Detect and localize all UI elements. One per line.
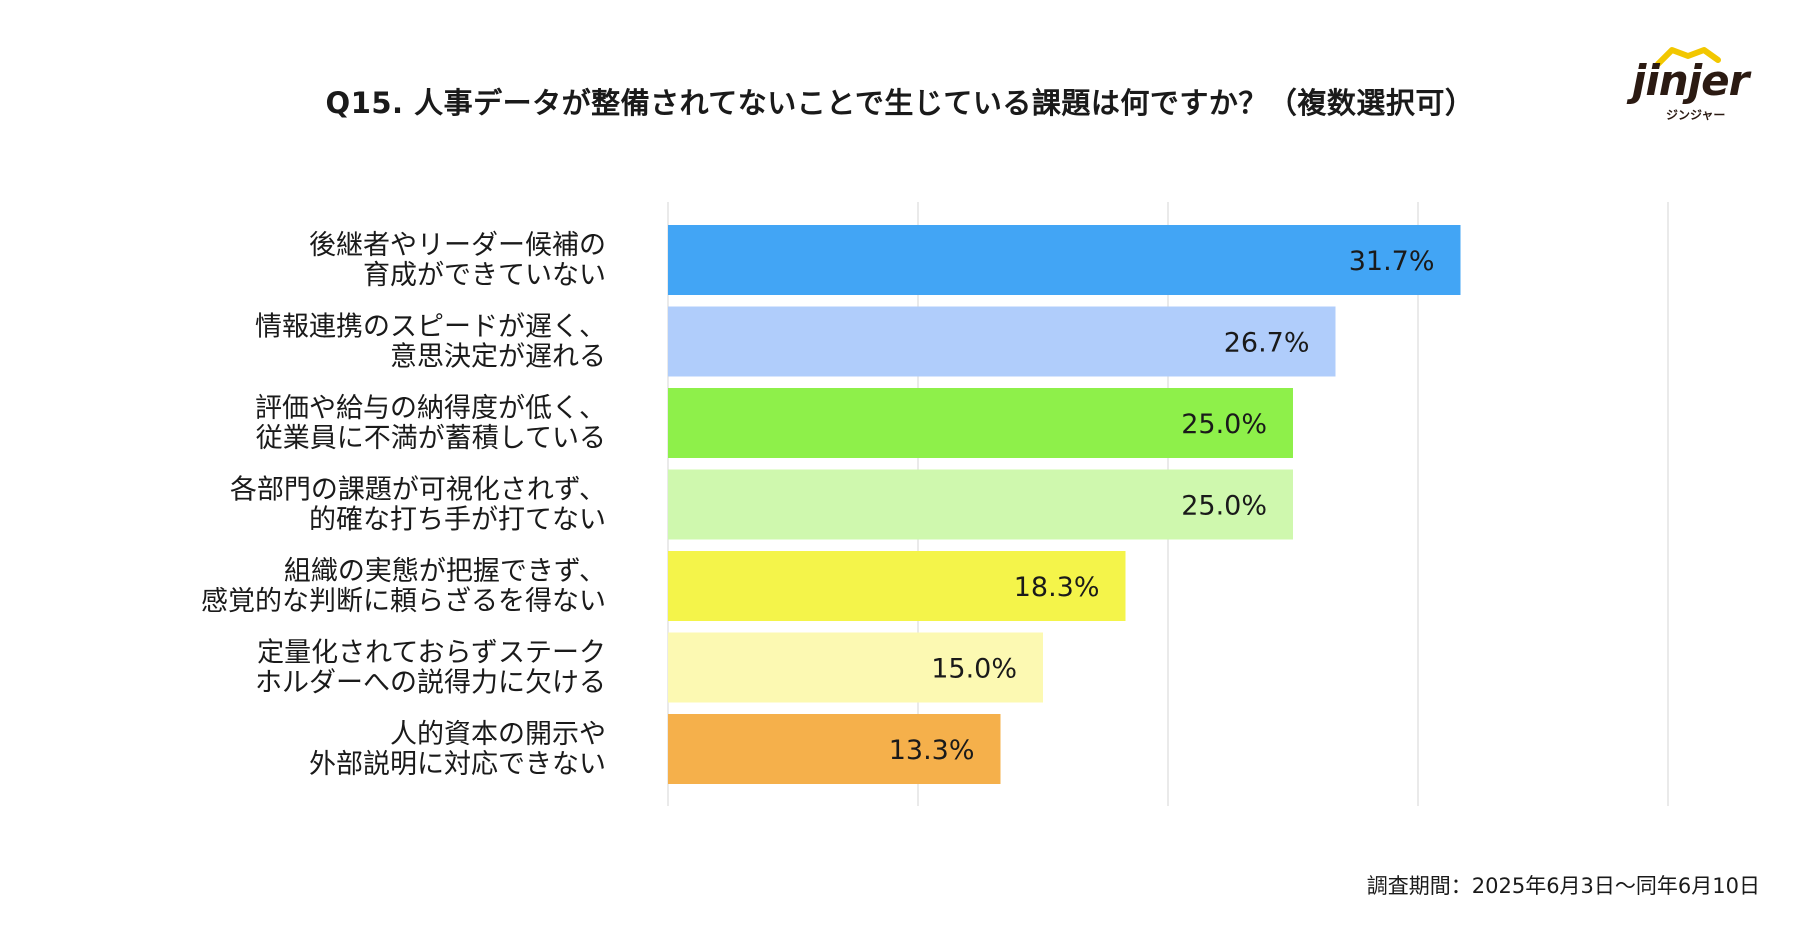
bars	[668, 225, 1461, 784]
category-label-line: 外部説明に対応できない	[309, 749, 606, 780]
category-label-line: ホルダーへの説得力に欠ける	[255, 668, 606, 699]
bar	[668, 551, 1126, 621]
category-label-line: 人的資本の開示や	[390, 719, 606, 750]
bar	[668, 388, 1293, 458]
category-label-line: 感覚的な判断に頼らざるを得ない	[201, 586, 606, 617]
category-label: 各部門の課題が可視化されず、的確な打ち手が打てない	[230, 475, 606, 536]
survey-period-note: 調査期間：2025年6月3日〜同年6月10日	[1366, 874, 1760, 898]
category-label-line: 後継者やリーダー候補の	[309, 230, 606, 261]
category-label: 組織の実態が把握できず、感覚的な判断に頼らざるを得ない	[201, 556, 606, 617]
category-label-line: 組織の実態が把握できず、	[284, 556, 606, 587]
category-label-line: 育成ができていない	[363, 260, 606, 291]
category-label-line: 従業員に不満が蓄積している	[256, 423, 606, 454]
category-label-line: 的確な打ち手が打てない	[309, 505, 606, 536]
bar	[668, 714, 1001, 784]
bar	[668, 225, 1461, 295]
logo-kana: ジンジャー	[1666, 108, 1726, 122]
bar-value-label: 25.0%	[1181, 491, 1267, 522]
category-label-line: 評価や給与の納得度が低く、	[255, 393, 606, 424]
bar	[668, 469, 1293, 540]
labels: 31.7% 後継者やリーダー候補の育成ができていない 26.7% 情報連携のスピードが…	[201, 230, 1435, 780]
bar-value-label: 25.0%	[1181, 409, 1267, 440]
bar	[668, 306, 1336, 377]
category-label: 評価や給与の納得度が低く、従業員に不満が蓄積している	[255, 393, 606, 454]
bar-value-label: 31.7%	[1349, 246, 1435, 277]
category-label: 情報連携のスピードが遅く、意思決定が遅れる	[255, 312, 606, 373]
category-label-line: 情報連携のスピードが遅く、	[255, 312, 606, 343]
category-label: 定量化されておらずステークホルダーへの説得力に欠ける	[255, 638, 606, 699]
bar-value-label: 26.7%	[1224, 328, 1310, 359]
category-label: 人的資本の開示や外部説明に対応できない	[309, 719, 606, 780]
roof-icon	[1655, 47, 1721, 67]
jinjer-logo: jinjer ジンジャー	[1632, 46, 1762, 126]
bar	[668, 632, 1043, 703]
category-label-line: 各部門の課題が可視化されず、	[230, 475, 606, 506]
bar-value-label: 18.3%	[1014, 572, 1100, 603]
category-label-line: 定量化されておらずステーク	[257, 638, 606, 669]
logo-wordmark: jinjer	[1632, 56, 1749, 105]
bar-value-label: 15.0%	[931, 654, 1017, 685]
chart-title: Q15. 人事データが整備されてないことで生じている課題は何ですか？（複数選択可…	[325, 86, 1475, 120]
bar-value-label: 13.3%	[889, 735, 975, 766]
category-label: 後継者やリーダー候補の育成ができていない	[309, 230, 606, 291]
category-label-line: 意思決定が遅れる	[390, 342, 606, 373]
